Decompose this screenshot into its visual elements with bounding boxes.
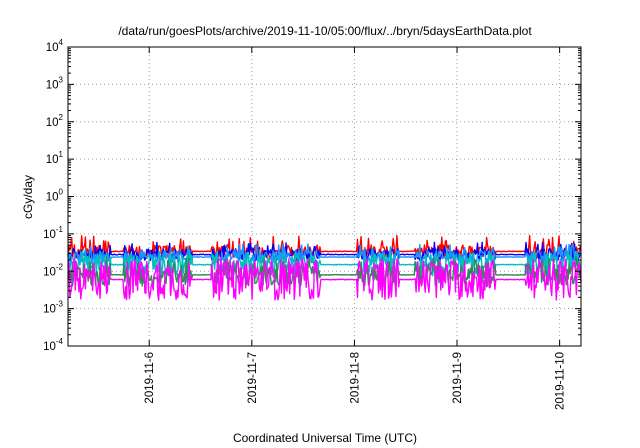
x-tick-label: 2019-11-7: [247, 352, 259, 404]
y-tick-label: 10-1: [43, 225, 63, 241]
x-tick-label: 2019-11-9: [452, 352, 464, 404]
y-tick-label: 102: [46, 113, 64, 129]
x-tick-label: 2019-11-6: [144, 352, 156, 404]
grid: [68, 47, 581, 346]
series-layer: [67, 234, 582, 301]
series-line: [67, 258, 582, 301]
chart-title: /data/run/goesPlots/archive/2019-11-10/0…: [118, 24, 532, 38]
series-line: [67, 234, 582, 259]
y-tick-label: 10-4: [43, 337, 63, 353]
y-tick-label: 10-3: [43, 300, 63, 316]
x-axis-label: Coordinated Universal Time (UTC): [233, 431, 417, 445]
x-tick-label: 2019-11-8: [349, 352, 361, 404]
y-tick-label: 104: [46, 38, 64, 54]
y-axis-label: cGy/day: [21, 175, 35, 219]
y-tick-label: 10-2: [43, 262, 63, 278]
series-line: [67, 243, 582, 265]
y-tick-label: 100: [46, 188, 64, 204]
y-tick-label: 103: [46, 75, 64, 91]
y-tick-label: 101: [46, 150, 64, 166]
ticks: 104 103 102 101 100 10-1 10-2 10-3 10-4 2019-11-6…: [43, 38, 581, 410]
x-tick-label: 2019-11-10: [555, 352, 567, 410]
